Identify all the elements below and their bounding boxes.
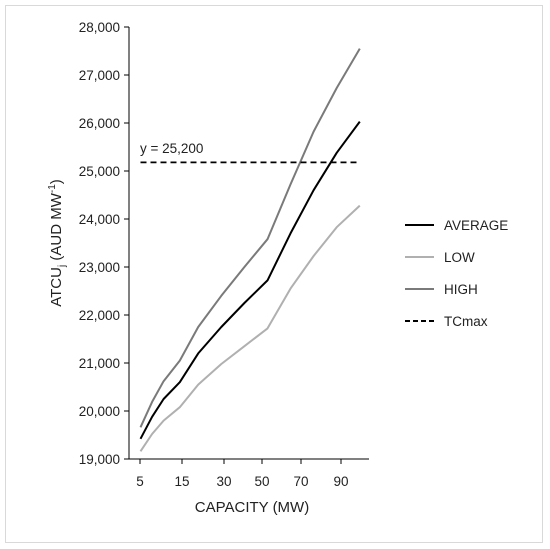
legend-label-high: HIGH [444,282,478,297]
legend-label-average: AVERAGE [444,218,508,233]
y-tick-label: 26,000 [79,116,120,131]
tcmax-annotation: y = 25,200 [140,141,203,156]
y-axis-title-sub: j [57,265,68,268]
series-lines [139,48,361,452]
y-tick-label: 19,000 [79,452,120,467]
x-tick-label: 50 [254,474,269,489]
y-axis-title-end: ) [48,179,65,184]
series-line-average [139,121,361,440]
x-tick-label: 15 [174,474,189,489]
y-tick-label: 22,000 [79,308,120,323]
y-axis-title: ATCUj (AUD MW-1) [47,179,68,307]
y-tick-label: 28,000 [79,20,120,35]
y-tick-label: 21,000 [79,356,120,371]
x-axis-title: CAPACITY (MW) [195,499,309,516]
x-tick-label: 30 [216,474,231,489]
y-tick-label: 27,000 [79,68,120,83]
y-axis-ticks: 19,000 20,000 21,000 22,000 23,000 24,000 25,0… [79,20,129,467]
y-axis-title-main: ATCU [48,267,65,307]
series-line-low [139,204,361,452]
legend-label-tcmax: TCmax [444,314,488,329]
y-tick-label: 23,000 [79,260,120,275]
y-tick-label: 24,000 [79,212,120,227]
legend: AVERAGE LOW HIGH TCmax [405,218,508,329]
chart-frame [5,5,543,543]
x-tick-label: 5 [136,474,144,489]
x-tick-label: 70 [293,474,308,489]
y-tick-label: 25,000 [79,164,120,179]
x-axis-ticks: 5 15 30 50 70 90 [136,459,349,489]
y-axis-title-sup: -1 [47,184,58,193]
legend-label-low: LOW [444,250,475,265]
x-tick-label: 90 [333,474,348,489]
series-line-high [139,48,361,428]
y-tick-label: 20,000 [79,404,120,419]
y-axis-title-rest: (AUD MW [48,192,65,264]
